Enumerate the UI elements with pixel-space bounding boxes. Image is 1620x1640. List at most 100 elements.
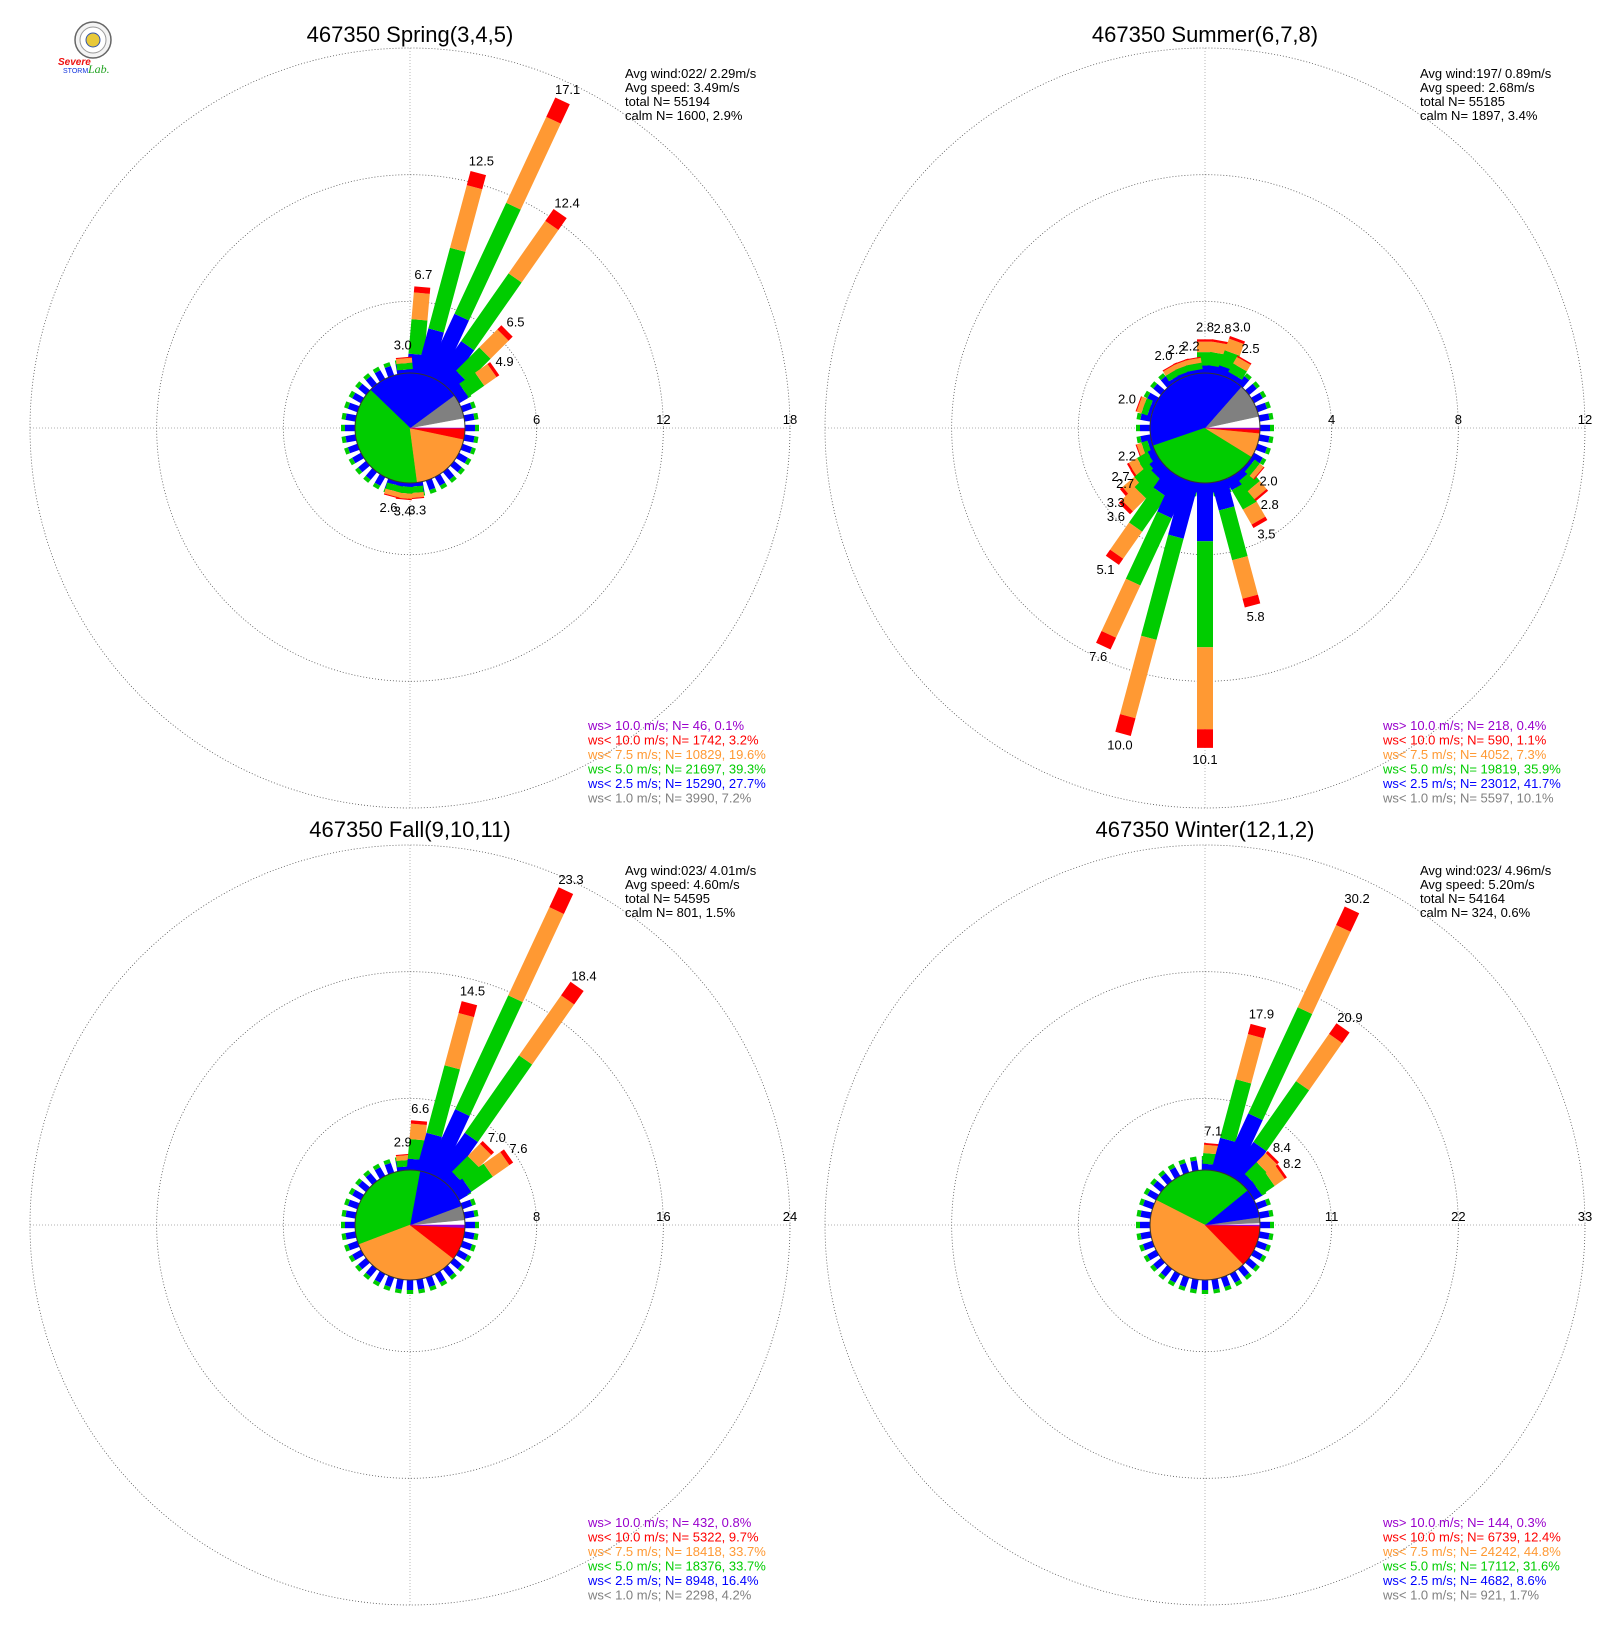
legend-entry: ws< 2.5 m/s; N= 4682, 8.6% bbox=[1382, 1573, 1547, 1588]
bar-value-label: 12.5 bbox=[469, 154, 494, 169]
lab-logo: Severe STORM Lab. bbox=[50, 20, 140, 82]
direction-bar-segment bbox=[1153, 468, 1181, 497]
direction-stub-bar bbox=[1158, 1272, 1166, 1280]
direction-bar-segment bbox=[1232, 556, 1258, 599]
legend-entry: ws< 7.5 m/s; N= 10829, 19.6% bbox=[587, 747, 766, 762]
direction-stub-bar bbox=[1167, 1163, 1176, 1171]
legend-entry: ws< 10.0 m/s; N= 590, 1.1% bbox=[1382, 733, 1547, 748]
panel-title: 467350 Winter(12,1,2) bbox=[1096, 817, 1315, 842]
direction-bar-segment bbox=[1184, 356, 1201, 361]
direction-stub-bar bbox=[457, 1264, 465, 1272]
direction-stub-bar bbox=[1190, 1278, 1199, 1290]
direction-stub-bar bbox=[1158, 1170, 1166, 1178]
direction-bar-segment bbox=[1265, 1165, 1285, 1186]
direction-bar-segment bbox=[1228, 363, 1247, 380]
direction-bar-segment bbox=[1197, 541, 1213, 648]
bar-value-label: 10.1 bbox=[1192, 752, 1217, 767]
direction-stub-bar bbox=[416, 1278, 425, 1290]
stats-line: calm N= 1600, 2.9% bbox=[625, 108, 743, 123]
range-ring bbox=[282, 1097, 538, 1353]
range-ring bbox=[156, 174, 664, 682]
wind-rose-panel-2: 4 8 122.02.22.22.8 2.8 3.02.52.02.22.72.73.3… bbox=[824, 22, 1592, 809]
direction-bar-segment bbox=[409, 1123, 427, 1141]
bar-value-label: 23.3 bbox=[558, 872, 583, 887]
direction-stub-bar bbox=[1179, 1275, 1190, 1288]
direction-bar-segment bbox=[410, 1120, 428, 1126]
direction-bar-segment bbox=[451, 1155, 480, 1184]
legend-entry: ws< 7.5 m/s; N= 4052, 7.3% bbox=[1382, 747, 1547, 762]
direction-bar-segment bbox=[1186, 368, 1204, 376]
stats-line: calm N= 324, 0.6% bbox=[1420, 905, 1531, 920]
direction-stub-bar bbox=[1237, 1265, 1250, 1277]
bar-value-label: 18.4 bbox=[571, 969, 596, 984]
direction-stub-bar bbox=[469, 1244, 476, 1252]
direction-bar-segment bbox=[479, 329, 509, 359]
direction-stub-bar bbox=[450, 1257, 462, 1270]
direction-bar-segment bbox=[1247, 1023, 1267, 1039]
direction-bar-segment bbox=[1141, 398, 1153, 416]
direction-stub-bar bbox=[384, 365, 395, 378]
bar-value-label: 2.5 bbox=[1242, 341, 1260, 356]
legend-entry: ws< 5.0 m/s; N= 17112, 31.6% bbox=[1382, 1559, 1560, 1574]
direction-bar-segment bbox=[1229, 335, 1246, 345]
stats-line: Avg wind:023/ 4.96m/s bbox=[1420, 863, 1552, 878]
stats-line: calm N= 801, 1.5% bbox=[625, 905, 736, 920]
bar-value-label: 2.7 bbox=[1112, 469, 1130, 484]
direction-bar-segment bbox=[1212, 339, 1229, 345]
direction-bar-segment bbox=[1125, 511, 1172, 586]
legend-entry: ws< 10.0 m/s; N= 1742, 3.2% bbox=[587, 733, 759, 748]
direction-bar-segment bbox=[1251, 516, 1268, 528]
stats-line: total N= 54164 bbox=[1420, 891, 1505, 906]
direction-stub-bar bbox=[365, 1265, 378, 1277]
panel-title: 467350 Spring(3,4,5) bbox=[307, 22, 514, 47]
direction-bar-segment bbox=[561, 981, 584, 1005]
direction-stub-bar bbox=[1179, 1162, 1190, 1175]
direction-stub-bar bbox=[1259, 457, 1267, 466]
direction-bar-segment bbox=[1120, 635, 1157, 719]
direction-bar-segment bbox=[549, 887, 574, 914]
direction-stub-bar bbox=[365, 468, 378, 480]
legend-entry: ws< 5.0 m/s; N= 21697, 39.3% bbox=[587, 762, 766, 777]
range-ring bbox=[1077, 1097, 1333, 1353]
direction-stub-bar bbox=[1229, 1271, 1241, 1283]
range-ring bbox=[951, 174, 1459, 682]
legend-entry: ws> 10.0 m/s; N= 46, 0.1% bbox=[587, 718, 745, 733]
direction-stub-bar bbox=[1211, 1278, 1220, 1290]
bar-value-label: 4.9 bbox=[496, 354, 514, 369]
direction-bar-segment bbox=[1220, 1113, 1263, 1179]
direction-bar-segment bbox=[387, 479, 404, 487]
direction-bar-segment bbox=[1229, 1141, 1267, 1185]
direction-stub-bar bbox=[372, 366, 381, 374]
bar-value-label: 5.8 bbox=[1247, 609, 1265, 624]
direction-stub-bar bbox=[363, 1272, 371, 1280]
direction-bar-segment bbox=[450, 383, 469, 404]
direction-bar-segment bbox=[1147, 400, 1157, 417]
direction-stub-bar bbox=[374, 1271, 386, 1283]
direction-stub-bar bbox=[355, 1264, 363, 1272]
direction-bar-segment bbox=[487, 362, 500, 378]
direction-bar-segment bbox=[464, 1055, 533, 1142]
legend-entry: ws< 2.5 m/s; N= 23012, 41.7% bbox=[1382, 776, 1561, 791]
direction-stub-bar bbox=[1189, 1156, 1197, 1162]
direction-bar-segment bbox=[416, 328, 444, 377]
legend-entry: ws< 1.0 m/s; N= 5597, 10.1% bbox=[1382, 791, 1554, 806]
bar-value-label: 2.2 bbox=[1118, 448, 1136, 463]
direction-bar-segment bbox=[1242, 594, 1261, 608]
direction-stub-bar bbox=[439, 482, 448, 490]
direction-stub-bar bbox=[1143, 1254, 1151, 1263]
direction-stub-bar bbox=[1153, 1257, 1165, 1270]
direction-stub-bar bbox=[347, 402, 360, 413]
direction-stub-bar bbox=[341, 436, 347, 444]
direction-bar-segment bbox=[1173, 358, 1189, 366]
bar-value-label: 17.1 bbox=[555, 82, 580, 97]
bar-value-label: 3.6 bbox=[1107, 509, 1125, 524]
direction-stub-bar bbox=[365, 1173, 378, 1185]
speed-pie-outline bbox=[354, 372, 466, 484]
direction-stub-bar bbox=[1190, 1160, 1199, 1172]
direction-stub-bar bbox=[347, 1199, 360, 1210]
direction-stub-bar bbox=[1147, 392, 1159, 404]
direction-stub-bar bbox=[469, 401, 476, 409]
direction-stub-bar bbox=[1251, 452, 1263, 464]
direction-bar-segment bbox=[411, 292, 430, 321]
